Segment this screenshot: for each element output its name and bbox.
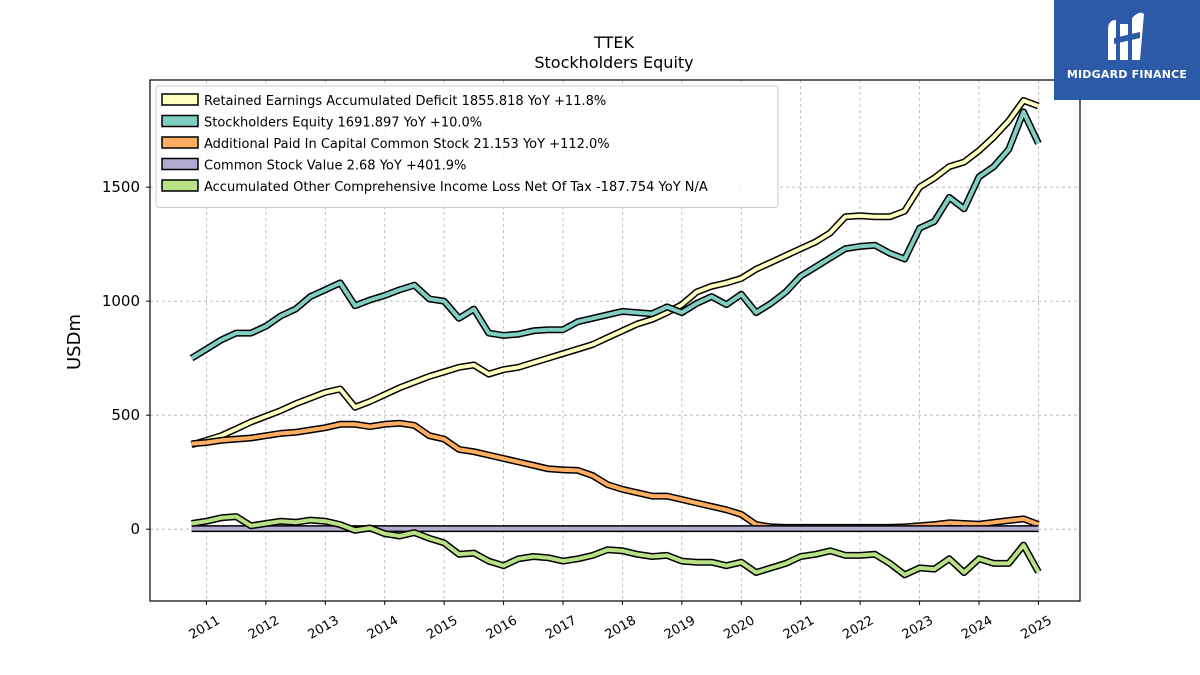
- logo-text: MIDGARD FINANCE: [1066, 68, 1188, 81]
- legend-label: Stockholders Equity 1691.897 YoY +10.0%: [204, 116, 482, 131]
- x-tick-label: 2017: [543, 613, 579, 643]
- series-lines: [189, 97, 1042, 579]
- legend-swatch: [161, 179, 199, 192]
- x-tick-label: 2019: [662, 613, 698, 643]
- y-tick-label: 1000: [102, 292, 140, 310]
- x-tick-label: 2014: [365, 613, 401, 643]
- chart-subtitle: Stockholders Equity: [534, 53, 693, 72]
- x-tick-label: 2012: [246, 613, 282, 643]
- y-tick-label: 500: [111, 406, 140, 424]
- legend-swatch: [161, 114, 199, 128]
- x-tick-label: 2024: [959, 613, 995, 643]
- y-tick-label: 1500: [102, 178, 140, 196]
- y-axis-label: USDm: [64, 314, 85, 370]
- legend: Retained Earnings Accumulated Deficit 18…: [155, 85, 779, 208]
- x-tick-label: 2021: [781, 613, 817, 643]
- logo: MIDGARD FINANCE: [1054, 0, 1200, 100]
- x-tick-label: 2013: [305, 613, 341, 643]
- legend-label: Accumulated Other Comprehensive Income L…: [204, 180, 708, 195]
- logo-mark-icon: [1108, 12, 1144, 61]
- legend-swatch: [161, 93, 199, 106]
- x-tick-label: 2020: [721, 613, 757, 643]
- legend-swatch: [161, 157, 199, 171]
- series-outline-additional-paid-in-capital-common-stock: [191, 419, 1040, 531]
- x-tick-label: 2023: [900, 613, 936, 643]
- plot-frame: [149, 79, 1081, 602]
- x-tick-label: 2015: [424, 613, 460, 643]
- series-line-additional-paid-in-capital-common-stock: [191, 421, 1040, 530]
- series-line-retained-earnings-accumulated-deficit: [191, 98, 1040, 447]
- legend-swatch: [161, 136, 199, 149]
- x-tick-label: 2011: [187, 613, 223, 643]
- x-tick-label: 2016: [484, 613, 520, 643]
- y-tick-label: 0: [130, 520, 140, 538]
- legend-box: [155, 85, 779, 208]
- series-line-stockholders-equity: [190, 109, 1041, 360]
- x-tick-label: 2018: [603, 613, 639, 643]
- legend-label: Retained Earnings Accumulated Deficit 18…: [204, 94, 606, 109]
- x-tick-label: 2025: [1019, 613, 1055, 643]
- x-tick-label: 2022: [840, 613, 876, 643]
- chart-title: TTEK: [593, 33, 634, 52]
- series-line-accumulated-other-comprehensive-income-loss-net-of-tax: [191, 514, 1041, 577]
- legend-label: Additional Paid In Capital Common Stock …: [204, 137, 610, 152]
- legend-label: Common Stock Value 2.68 YoY +401.9%: [204, 159, 466, 174]
